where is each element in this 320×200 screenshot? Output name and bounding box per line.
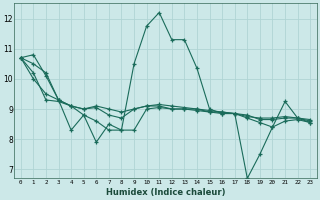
X-axis label: Humidex (Indice chaleur): Humidex (Indice chaleur) <box>106 188 225 197</box>
